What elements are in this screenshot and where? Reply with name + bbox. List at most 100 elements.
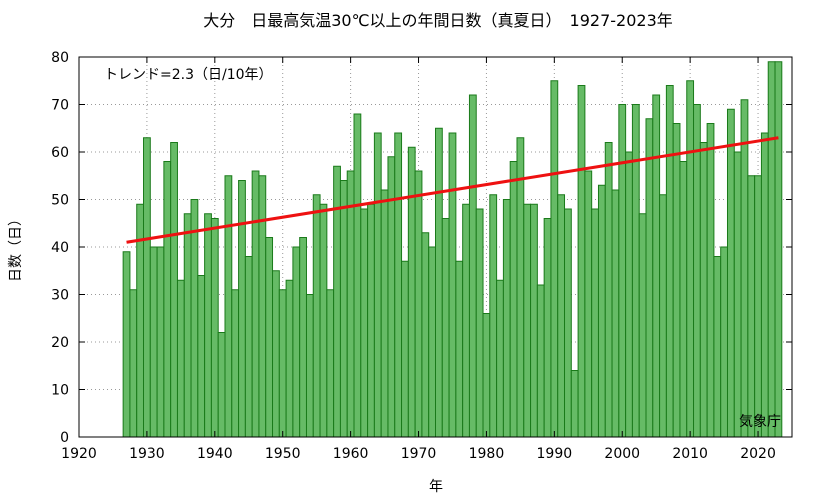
bar [618, 104, 627, 438]
bar [421, 232, 430, 438]
bar [435, 127, 443, 438]
bar [645, 118, 654, 438]
bar [672, 123, 681, 438]
x-tick-label: 1960 [333, 446, 369, 462]
bar [326, 289, 335, 438]
bar [312, 194, 321, 438]
y-tick-label: 40 [51, 240, 69, 256]
bar [584, 170, 593, 438]
x-tick-label: 1980 [469, 446, 505, 462]
bar [265, 237, 274, 438]
bar [292, 246, 301, 438]
x-tick-label: 2000 [604, 446, 640, 462]
bar [550, 80, 559, 438]
x-tick-label: 1990 [537, 446, 573, 462]
bar [285, 279, 294, 438]
x-tick-label: 2020 [740, 446, 776, 462]
bar [401, 260, 409, 438]
bar [726, 108, 735, 438]
bar [258, 175, 267, 438]
bar [143, 137, 151, 438]
bar [720, 246, 728, 438]
trend-label: トレンド=2.3（日/10年） [104, 67, 273, 83]
chart-title: 大分 日最高気温30℃以上の年間日数（真夏日） 1927-2023年 [203, 11, 673, 30]
y-tick-label: 10 [51, 383, 69, 399]
bar [380, 189, 389, 438]
bar [631, 104, 640, 438]
x-axis: 1920 1930 1940 1950 1960 1970 1980 1990 2000 2010… [61, 57, 776, 462]
y-tick-label: 50 [51, 193, 69, 209]
bar [686, 80, 695, 438]
bar [760, 132, 769, 438]
bar [353, 113, 362, 438]
bar [509, 161, 518, 438]
bar [482, 313, 491, 438]
bar [597, 184, 606, 438]
bar [523, 203, 532, 438]
bar [754, 175, 762, 438]
bar [129, 289, 138, 438]
bar [441, 218, 450, 438]
y-tick-label: 60 [51, 145, 69, 161]
bar [299, 237, 307, 438]
bar [210, 218, 219, 438]
bar [319, 203, 328, 438]
y-tick-label: 20 [51, 335, 69, 351]
bar [693, 104, 701, 438]
x-tick-label: 1970 [401, 446, 437, 462]
bar [407, 146, 416, 438]
bar [591, 208, 599, 438]
bar [604, 142, 613, 438]
bar [767, 61, 776, 438]
bar [455, 260, 464, 438]
bar [502, 199, 511, 438]
x-tick-label: 1950 [265, 446, 301, 462]
bar [713, 256, 722, 438]
bar [428, 246, 436, 438]
bar [740, 99, 749, 438]
y-tick-label: 30 [51, 288, 69, 304]
bar [122, 251, 131, 438]
trend-line-segment [126, 136, 779, 244]
bar [570, 370, 579, 438]
bar [462, 203, 470, 438]
trend-line [126, 136, 779, 244]
bar [496, 279, 504, 438]
y-axis: 0 10 20 30 40 50 60 70 80 [51, 50, 792, 446]
y-tick-label: 80 [51, 50, 69, 66]
bar [659, 194, 667, 438]
bar [170, 142, 178, 438]
bar [204, 213, 212, 438]
bar [543, 218, 552, 438]
bar [489, 194, 498, 438]
bar [564, 208, 572, 438]
bar [197, 275, 206, 438]
bar [638, 213, 647, 438]
y-axis-label: 日数（日） [8, 212, 24, 282]
bar [448, 132, 457, 438]
bar [774, 61, 783, 438]
bar [679, 161, 688, 438]
bar [238, 180, 246, 438]
bar [394, 132, 403, 438]
bar [414, 170, 423, 438]
bar [190, 199, 199, 438]
bar [360, 208, 369, 438]
bar [747, 175, 756, 438]
bar [665, 85, 674, 438]
bar [625, 151, 633, 438]
bar [156, 246, 165, 438]
bar [530, 203, 538, 438]
y-tick-label: 0 [60, 430, 69, 446]
bars [122, 61, 783, 438]
x-tick-label: 1930 [129, 446, 165, 462]
bar [339, 180, 348, 438]
bar [183, 213, 192, 438]
bar [706, 123, 715, 438]
bar [373, 132, 382, 438]
bar [346, 170, 355, 438]
bar [652, 94, 661, 438]
bar [475, 208, 484, 438]
bar [149, 246, 158, 438]
